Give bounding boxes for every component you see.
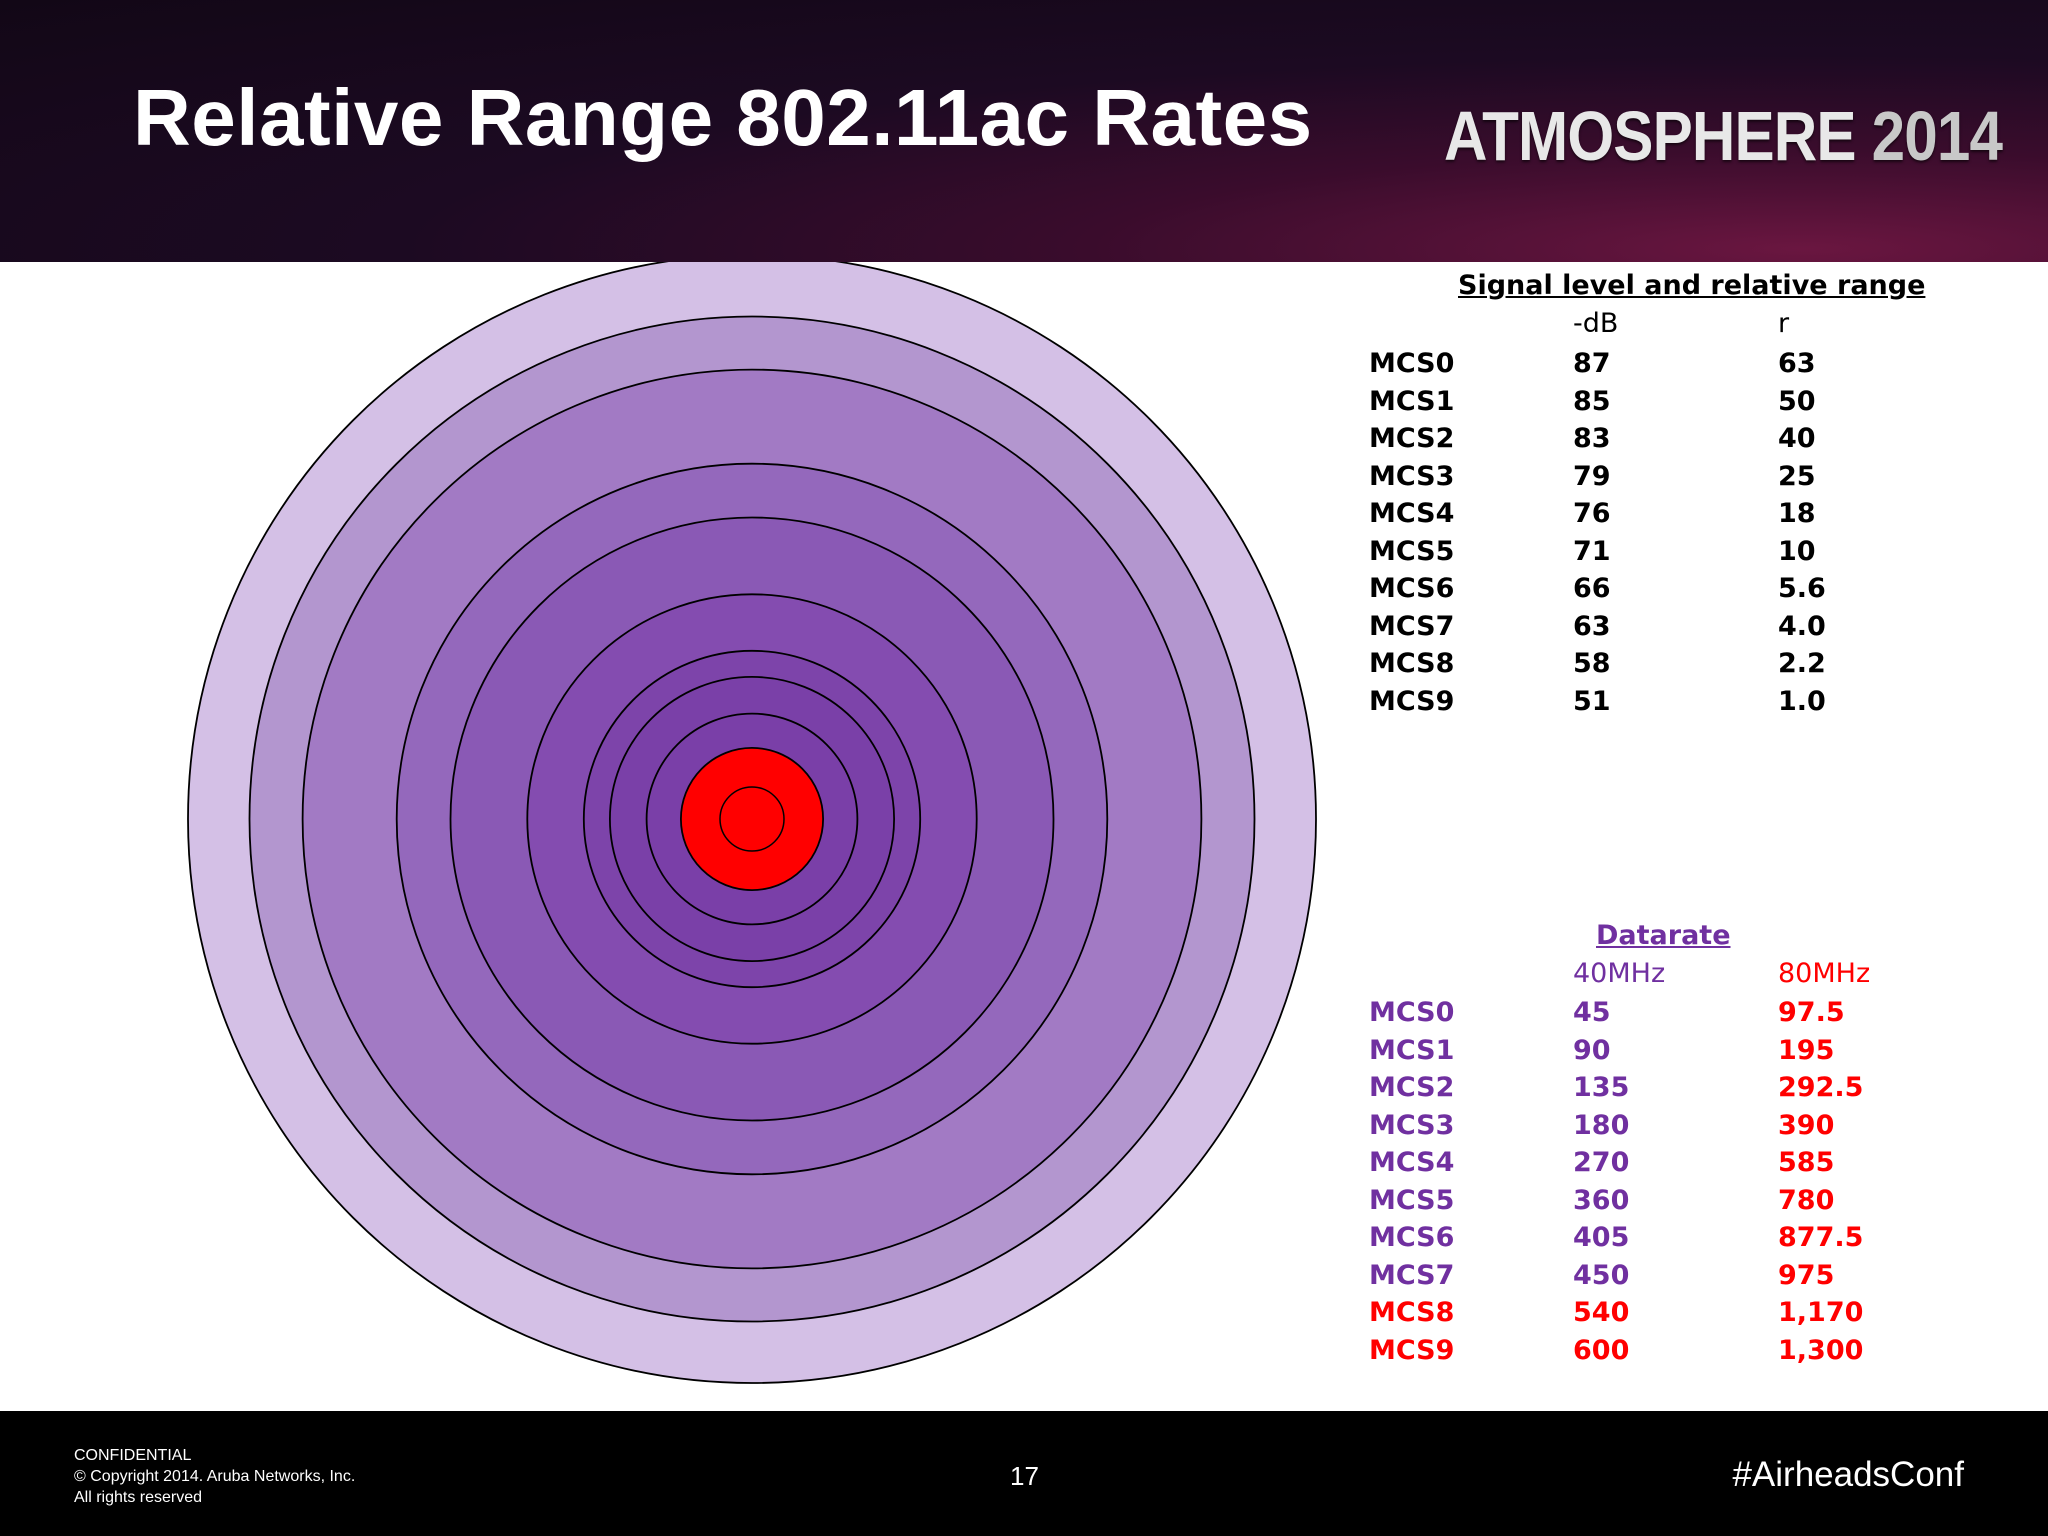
range-mcs-cell: MCS3 (1369, 460, 1455, 492)
rate-40mhz-cell: 90 (1573, 1034, 1611, 1066)
rate-mcs-cell: MCS5 (1369, 1184, 1455, 1216)
range-r-cell: 2.2 (1778, 648, 1826, 679)
rate-80mhz-cell: 1,300 (1778, 1334, 1864, 1366)
r-column-header: r (1778, 308, 1790, 339)
rate-80mhz-cell: 292.5 (1778, 1072, 1864, 1103)
range-mcs-cell: MCS8 (1369, 648, 1455, 679)
rate-40mhz-cell: 540 (1573, 1297, 1630, 1328)
rate-80mhz-cell: 780 (1778, 1184, 1835, 1216)
range-r-cell: 1.0 (1778, 685, 1826, 717)
rate-mcs-cell: MCS4 (1369, 1147, 1455, 1178)
footer-rights: All rights reserved (74, 1489, 203, 1506)
range-db-cell: 83 (1573, 423, 1611, 454)
rate-80mhz-cell: 390 (1778, 1109, 1835, 1141)
range-r-cell: 4.0 (1778, 610, 1826, 642)
range-db-cell: 51 (1573, 685, 1611, 717)
rate-40mhz-cell: 135 (1573, 1072, 1630, 1103)
range-rings-diagram (187, 262, 1317, 1384)
range-r-cell: 18 (1778, 498, 1816, 529)
rate-80mhz-cell: 1,170 (1778, 1297, 1864, 1328)
atmosphere-logo: ATMOSPHERE 2014 (1444, 96, 2003, 176)
rate-80mhz-cell: 195 (1778, 1034, 1835, 1066)
range-r-cell: 25 (1778, 460, 1816, 492)
range-r-cell: 10 (1778, 535, 1816, 567)
footer-legal: CONFIDENTIAL © Copyright 2014. Aruba Net… (74, 1445, 355, 1508)
rate-80mhz-cell: 877.5 (1778, 1222, 1864, 1253)
logo-word: ATMOSPHERE (1444, 97, 1857, 175)
range-r-cell: 5.6 (1778, 573, 1826, 604)
slide-title: Relative Range 802.11ac Rates (133, 73, 1313, 162)
footer-confidential: CONFIDENTIAL (74, 1447, 192, 1464)
datarate-heading: Datarate (1596, 920, 1731, 951)
range-mcs-cell: MCS1 (1369, 385, 1455, 417)
range-db-cell: 76 (1573, 498, 1611, 529)
rate-mcs-cell: MCS0 (1369, 997, 1455, 1028)
range-db-cell: 63 (1573, 610, 1611, 642)
range-mcs-cell: MCS7 (1369, 610, 1455, 642)
range-mcs-cell: MCS0 (1369, 348, 1455, 379)
range-mcs-cell: MCS2 (1369, 423, 1455, 454)
rate-mcs-cell: MCS7 (1369, 1259, 1455, 1291)
range-r-cell: 40 (1778, 423, 1816, 454)
rate-40mhz-cell: 360 (1573, 1184, 1630, 1216)
range-db-cell: 58 (1573, 648, 1611, 679)
range-db-cell: 79 (1573, 460, 1611, 492)
range-r-cell: 63 (1778, 348, 1816, 379)
slide-footer: CONFIDENTIAL © Copyright 2014. Aruba Net… (0, 1411, 2048, 1536)
rate-80mhz-cell: 975 (1778, 1259, 1835, 1291)
page-number: 17 (1010, 1461, 1039, 1491)
range-ring-core-outline (719, 786, 785, 852)
footer-copyright: © Copyright 2014. Aruba Networks, Inc. (74, 1468, 356, 1485)
rate-80mhz-cell: 97.5 (1778, 997, 1845, 1028)
rate-40mhz-cell: 600 (1573, 1334, 1630, 1366)
range-mcs-cell: MCS9 (1369, 685, 1455, 717)
range-r-cell: 50 (1778, 385, 1816, 417)
rate-mcs-cell: MCS1 (1369, 1034, 1455, 1066)
80mhz-column-header: 80MHz (1778, 958, 1871, 989)
range-db-cell: 71 (1573, 535, 1611, 567)
logo-year: 2014 (1871, 97, 2003, 175)
range-ring-mcs9 (680, 747, 825, 892)
rate-mcs-cell: MCS8 (1369, 1297, 1455, 1328)
rate-mcs-cell: MCS6 (1369, 1222, 1455, 1253)
db-column-header: -dB (1573, 308, 1619, 339)
range-mcs-cell: MCS4 (1369, 498, 1455, 529)
slide-header: Relative Range 802.11ac Rates ATMOSPHERE… (0, 0, 2048, 262)
rate-40mhz-cell: 180 (1573, 1109, 1630, 1141)
range-db-cell: 85 (1573, 385, 1611, 417)
range-db-cell: 66 (1573, 573, 1611, 604)
rate-40mhz-cell: 45 (1573, 997, 1611, 1028)
range-mcs-cell: MCS6 (1369, 573, 1455, 604)
40mhz-column-header: 40MHz (1573, 958, 1666, 989)
range-mcs-cell: MCS5 (1369, 535, 1455, 567)
rate-mcs-cell: MCS3 (1369, 1109, 1455, 1141)
rate-40mhz-cell: 450 (1573, 1259, 1630, 1291)
rate-80mhz-cell: 585 (1778, 1147, 1835, 1178)
rate-mcs-cell: MCS9 (1369, 1334, 1455, 1366)
rate-40mhz-cell: 270 (1573, 1147, 1630, 1178)
range-table-heading: Signal level and relative range (1458, 270, 1926, 301)
footer-hashtag: #AirheadsConf (1732, 1455, 1964, 1494)
rate-40mhz-cell: 405 (1573, 1222, 1630, 1253)
rate-mcs-cell: MCS2 (1369, 1072, 1455, 1103)
range-db-cell: 87 (1573, 348, 1611, 379)
